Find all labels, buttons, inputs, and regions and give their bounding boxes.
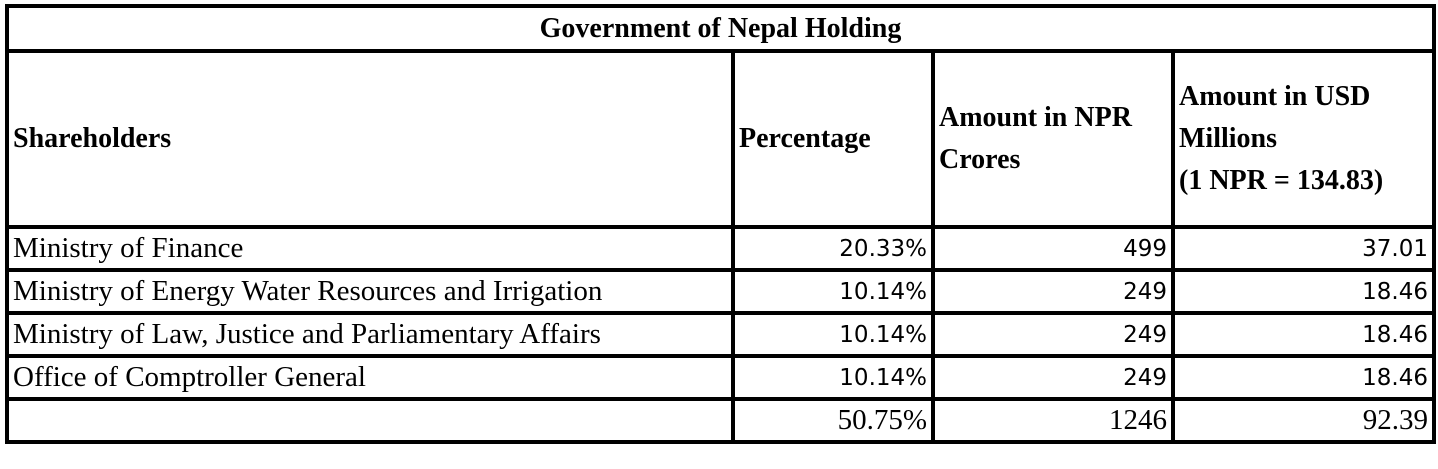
percentage-cell: 10.14% (731, 354, 935, 401)
header-npr: Amount in NPR Crores (931, 49, 1175, 229)
percentage-cell: 10.14% (731, 268, 935, 315)
total-percentage: 50.75% (731, 397, 935, 444)
usd-cell: 18.46 (1171, 311, 1436, 358)
title-row: Government of Nepal Holding (5, 4, 1436, 53)
total-usd: 92.39 (1171, 397, 1436, 444)
header-usd: Amount in USD Millions (1 NPR = 134.83) (1171, 49, 1436, 229)
header-row: Shareholders Percentage Amount in NPR Cr… (5, 49, 1436, 229)
table-row: Ministry of Law, Justice and Parliamenta… (5, 311, 1436, 358)
percentage-cell: 10.14% (731, 311, 935, 358)
usd-cell: 37.01 (1171, 225, 1436, 272)
table-row: Office of Comptroller General 10.14% 249… (5, 354, 1436, 401)
table-row: Ministry of Energy Water Resources and I… (5, 268, 1436, 315)
npr-cell: 249 (931, 311, 1175, 358)
usd-cell: 18.46 (1171, 354, 1436, 401)
header-shareholders: Shareholders (5, 49, 735, 229)
header-usd-rate: (1 NPR = 134.83) (1179, 165, 1384, 196)
usd-cell: 18.46 (1171, 268, 1436, 315)
total-row: 50.75% 1246 92.39 (5, 397, 1436, 444)
shareholder-name: Office of Comptroller General (5, 354, 735, 401)
table-row: Ministry of Finance 20.33% 499 37.01 (5, 225, 1436, 272)
shareholder-name: Ministry of Energy Water Resources and I… (5, 268, 735, 315)
total-npr: 1246 (931, 397, 1175, 444)
header-usd-label: Amount in USD Millions (1179, 81, 1371, 154)
npr-cell: 249 (931, 354, 1175, 401)
header-percentage: Percentage (731, 49, 935, 229)
holding-table: Government of Nepal Holding Shareholders… (5, 4, 1436, 444)
total-label (5, 397, 735, 444)
shareholder-name: Ministry of Finance (5, 225, 735, 272)
percentage-cell: 20.33% (731, 225, 935, 272)
table-title: Government of Nepal Holding (5, 4, 1436, 53)
shareholder-name: Ministry of Law, Justice and Parliamenta… (5, 311, 735, 358)
npr-cell: 499 (931, 225, 1175, 272)
npr-cell: 249 (931, 268, 1175, 315)
